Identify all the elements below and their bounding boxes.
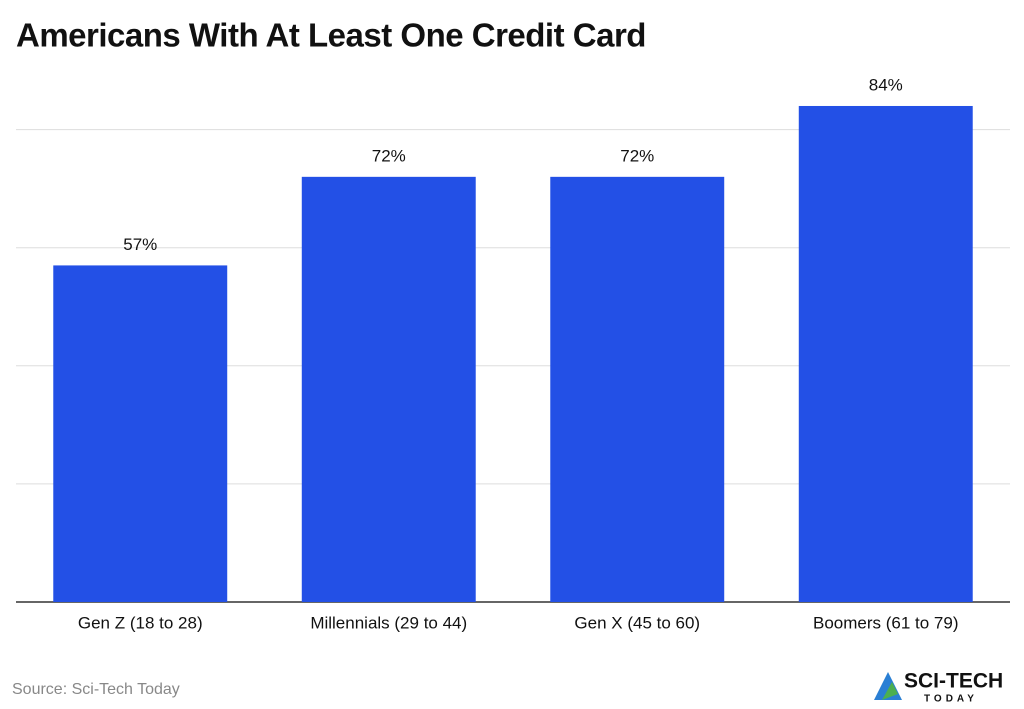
x-tick-label: Gen X (45 to 60) (574, 613, 700, 632)
value-label: 57% (123, 235, 157, 254)
value-label: 72% (620, 146, 654, 165)
value-label: 72% (372, 146, 406, 165)
logo-name: SCI-TECH (904, 670, 1003, 693)
bar (53, 265, 228, 602)
logo-icon (882, 682, 898, 700)
bar (301, 176, 476, 602)
source: Source: Sci-Tech Today (12, 681, 180, 698)
chart-title: Americans With At Least One Credit Card (16, 17, 646, 54)
x-tick-label: Boomers (61 to 79) (813, 613, 959, 632)
logo: SCI-TECH TODAY (874, 670, 1003, 705)
value-label: 84% (869, 75, 903, 94)
x-tick-label: Gen Z (18 to 28) (78, 613, 203, 632)
logo-tagline: TODAY (924, 694, 978, 705)
bar (550, 176, 725, 602)
x-tick-label: Millennials (29 to 44) (310, 613, 467, 632)
bar (798, 105, 973, 602)
